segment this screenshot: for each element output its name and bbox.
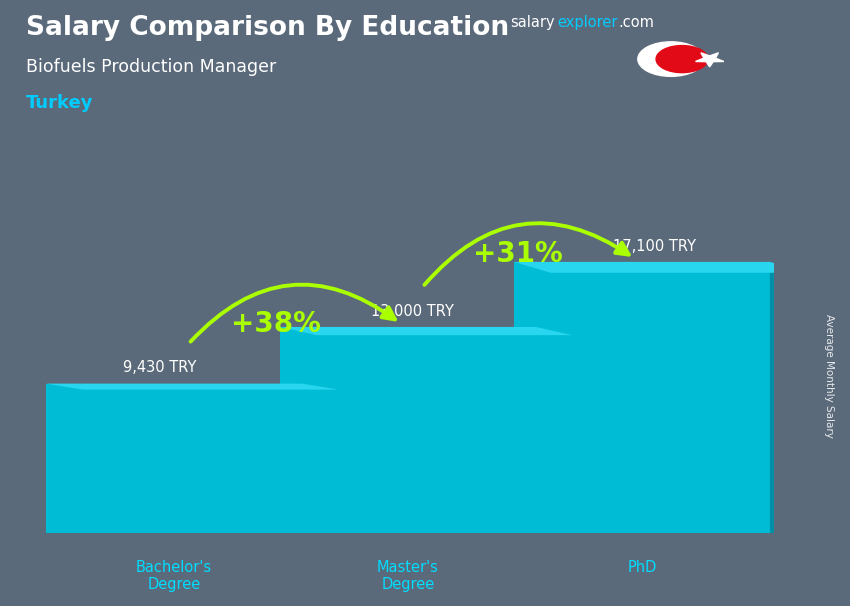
- Text: Turkey: Turkey: [26, 94, 93, 112]
- Text: Master's
Degree: Master's Degree: [377, 560, 439, 592]
- Text: 17,100 TRY: 17,100 TRY: [613, 239, 695, 253]
- Polygon shape: [536, 327, 573, 533]
- Polygon shape: [514, 262, 807, 273]
- Circle shape: [656, 45, 708, 73]
- Text: +31%: +31%: [473, 239, 563, 268]
- Polygon shape: [280, 327, 573, 335]
- Text: Average Monthly Salary: Average Monthly Salary: [824, 314, 834, 438]
- Text: 13,000 TRY: 13,000 TRY: [371, 304, 454, 319]
- Bar: [514, 262, 770, 533]
- Polygon shape: [770, 262, 807, 533]
- Polygon shape: [695, 53, 724, 67]
- Polygon shape: [46, 384, 338, 390]
- Text: Biofuels Production Manager: Biofuels Production Manager: [26, 58, 275, 76]
- Text: PhD: PhD: [627, 560, 656, 575]
- Polygon shape: [302, 384, 338, 533]
- Bar: [46, 384, 302, 533]
- Text: salary: salary: [510, 15, 554, 30]
- Text: Bachelor's
Degree: Bachelor's Degree: [136, 560, 212, 592]
- Text: .com: .com: [619, 15, 654, 30]
- Text: 9,430 TRY: 9,430 TRY: [123, 361, 196, 375]
- Circle shape: [638, 42, 704, 76]
- Text: +38%: +38%: [231, 310, 321, 338]
- Text: explorer: explorer: [557, 15, 617, 30]
- Text: Salary Comparison By Education: Salary Comparison By Education: [26, 15, 508, 41]
- Bar: [280, 327, 536, 533]
